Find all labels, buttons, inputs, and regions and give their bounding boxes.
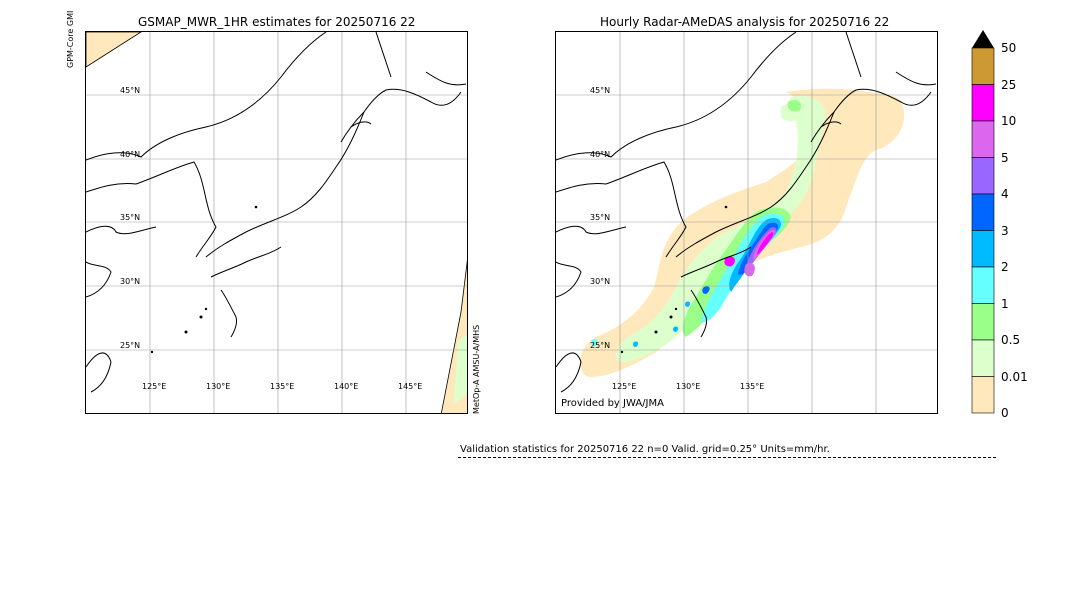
right-lat-45: 45°N <box>590 86 611 95</box>
colorbar-bin <box>971 303 995 341</box>
radar-4-c <box>702 286 710 294</box>
colorbar-bin <box>971 84 995 122</box>
colorbar-tick-label: 0 <box>1001 406 1009 420</box>
colorbar-svg <box>971 30 995 414</box>
right-lat-30: 30°N <box>590 277 611 286</box>
colorbar-extend-triangle <box>972 30 994 48</box>
left-side-label: GPM-Core GMI <box>66 10 75 68</box>
right-lon-135: 135°E <box>740 382 765 391</box>
colorbar-tick-label: 3 <box>1001 223 1009 238</box>
left-lat-40: 40°N <box>120 150 141 159</box>
right-lat-25: 25°N <box>590 341 611 350</box>
left-map: 45°N 40°N 35°N 30°N 25°N 125°E 130°E 135… <box>85 31 468 414</box>
colorbar-bin <box>971 120 995 158</box>
radar-0.5 <box>616 95 826 363</box>
stats-underline <box>458 457 996 458</box>
right-lat-40: 40°N <box>590 150 611 159</box>
right-lat-35: 35°N <box>590 213 611 222</box>
right-islands <box>620 205 728 354</box>
colorbar-tick-label: 50 <box>1001 41 1017 55</box>
radar-3-e <box>672 326 679 332</box>
left-lat-25: 25°N <box>120 341 141 350</box>
colorbar-tick-label: 4 <box>1001 187 1009 201</box>
left-map-svg <box>86 32 467 413</box>
colorbar-tick-label: 2 <box>1001 260 1009 274</box>
colorbar-bin <box>971 47 995 85</box>
right-panel-title: Hourly Radar-AMeDAS analysis for 2025071… <box>600 15 890 29</box>
colorbar-bin <box>971 339 995 377</box>
right-map-svg <box>556 32 937 413</box>
left-lat-35: 35°N <box>120 213 141 222</box>
left-swath-green <box>454 333 467 404</box>
colorbar-bin <box>971 376 995 414</box>
left-lon-140: 140°E <box>334 382 359 391</box>
radar-10-b <box>744 262 755 277</box>
left-lon-135: 135°E <box>270 382 295 391</box>
left-swath-topleft <box>86 32 142 68</box>
left-lat-30: 30°N <box>120 277 141 286</box>
colorbar <box>971 30 995 414</box>
colorbar-tick-label: 25 <box>1001 77 1017 92</box>
colorbar-tick-label: 1 <box>1001 296 1009 311</box>
left-lon-125: 125°E <box>142 382 167 391</box>
validation-stats: Validation statistics for 20250716 22 n=… <box>460 444 830 455</box>
radar-25-b <box>724 256 735 267</box>
left-coastlines <box>86 32 467 393</box>
radar-3-f <box>632 341 639 347</box>
left-graticule <box>86 32 467 413</box>
radar-25 <box>757 232 774 255</box>
right-map: 45°N 40°N 35°N 30°N 25°N 125°E 130°E 135… <box>555 31 938 414</box>
right-graticule <box>556 32 937 413</box>
colorbar-bin <box>971 266 995 304</box>
left-lon-145: 145°E <box>398 382 423 391</box>
colorbar-tick-label: 0.01 <box>1001 369 1028 384</box>
colorbar-tick-label: 0.5 <box>1001 333 1021 347</box>
left-panel-title: GSMAP_MWR_1HR estimates for 20250716 22 <box>138 15 416 29</box>
radar-1-north <box>787 99 802 112</box>
right-lon-130: 130°E <box>676 382 701 391</box>
colorbar-tick-label: 10 <box>1001 114 1017 128</box>
radar-2-g <box>591 339 598 347</box>
left-lon-130: 130°E <box>206 382 231 391</box>
colorbar-bin <box>971 157 995 195</box>
colorbar-bin <box>971 230 995 268</box>
right-lon-125: 125°E <box>612 382 637 391</box>
colorbar-tick-label: 5 <box>1001 150 1009 165</box>
right-credit: Provided by JWA/JMA <box>561 398 664 409</box>
left-islands <box>150 205 258 354</box>
colorbar-bin <box>971 193 995 231</box>
left-lat-45: 45°N <box>120 86 141 95</box>
right-side-label: MetOp-A AMSU-A/MHS <box>472 324 481 414</box>
right-coastlines <box>556 32 937 393</box>
radar-3-d <box>684 301 691 307</box>
